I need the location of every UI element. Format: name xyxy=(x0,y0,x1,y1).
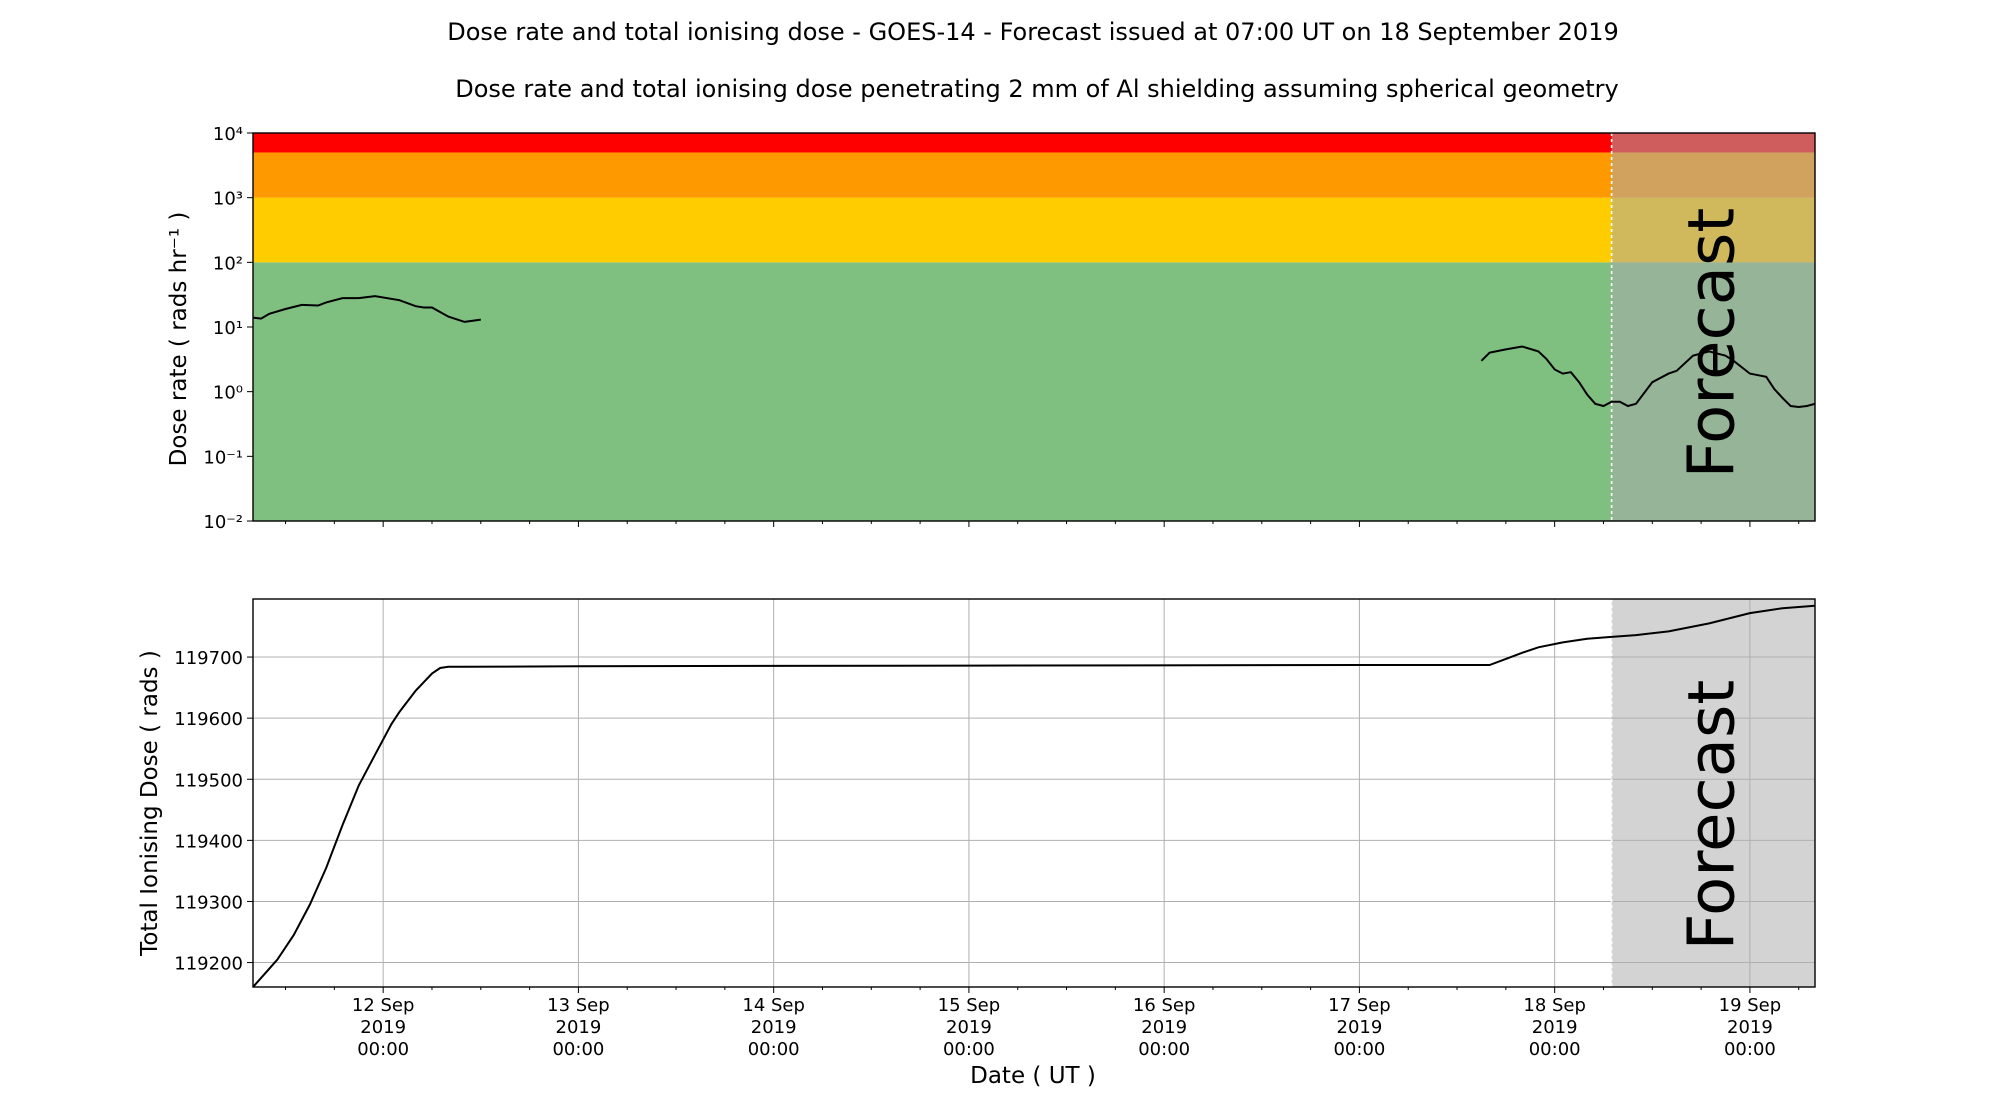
x-tick-label: 12 Sep 2019 00:00 xyxy=(352,995,415,1060)
total-dose-panel: Forecast 119200 119300 119400 119500 119600 11… xyxy=(174,598,1816,1060)
y-tick-label: 119500 xyxy=(174,770,243,791)
x-tick-label-line: 2019 xyxy=(1141,1017,1187,1038)
chart-title: Dose rate and total ionising dose - GOES… xyxy=(447,18,1618,46)
dose-rate-line-1 xyxy=(1480,345,1816,409)
x-tick-label-line: 00:00 xyxy=(1529,1039,1581,1060)
dose-rate-axis-label: Dose rate ( rads hr⁻¹ ) xyxy=(166,212,192,467)
x-tick-label-line: 14 Sep xyxy=(742,995,805,1016)
x-tick-label-line: 00:00 xyxy=(943,1039,995,1060)
x-axis-label: Date ( UT ) xyxy=(970,1063,1096,1089)
x-tick-label-line: 2019 xyxy=(751,1017,797,1038)
x-tick-label: 19 Sep 2019 00:00 xyxy=(1719,995,1782,1060)
dose-rate-line-0 xyxy=(252,295,481,323)
alert-band-1 xyxy=(253,197,1815,263)
forecast-label: Forecast xyxy=(1675,680,1749,951)
alert-band-3 xyxy=(253,133,1815,153)
x-tick-label-line: 19 Sep xyxy=(1719,995,1782,1016)
x-tick-label-line: 17 Sep xyxy=(1328,995,1391,1016)
x-tick-label-line: 12 Sep xyxy=(352,995,415,1016)
forecast-shade xyxy=(1611,599,1815,987)
y-tick-label: 10¹ xyxy=(213,318,243,339)
x-tick-label-line: 00:00 xyxy=(1138,1039,1190,1060)
x-tick-label-line: 16 Sep xyxy=(1133,995,1196,1016)
x-tick-label-line: 00:00 xyxy=(552,1039,604,1060)
forecast-label: Forecast xyxy=(1675,208,1749,479)
y-tick-label: 119400 xyxy=(174,831,243,852)
y-tick-label: 119200 xyxy=(174,954,243,975)
total-dose-axis-label: Total Ionising Dose ( rads ) xyxy=(137,650,163,957)
x-tick-label-line: 00:00 xyxy=(357,1039,409,1060)
x-tick-label-line: 00:00 xyxy=(1724,1039,1776,1060)
x-tick-label-line: 00:00 xyxy=(748,1039,800,1060)
x-tick-label-line: 2019 xyxy=(1532,1017,1578,1038)
y-tick-label: 10³ xyxy=(213,189,243,210)
x-tick-label: 13 Sep 2019 00:00 xyxy=(547,995,610,1060)
plot-frame xyxy=(252,598,1816,988)
y-tick-label: 10⁻² xyxy=(203,512,243,533)
x-tick-label: 16 Sep 2019 00:00 xyxy=(1133,995,1196,1060)
y-tick-label: 10⁻¹ xyxy=(203,447,243,468)
x-tick-label-line: 2019 xyxy=(360,1017,406,1038)
x-tick-label-line: 15 Sep xyxy=(938,995,1001,1016)
chart-subtitle: Dose rate and total ionising dose penetr… xyxy=(455,75,1619,103)
x-tick-label: 17 Sep 2019 00:00 xyxy=(1328,995,1391,1060)
x-tick-label-line: 2019 xyxy=(946,1017,992,1038)
forecast-shade xyxy=(1611,133,1815,521)
x-tick-label: 18 Sep 2019 00:00 xyxy=(1523,995,1586,1060)
x-tick-label-line: 18 Sep xyxy=(1523,995,1586,1016)
y-tick-label: 10⁴ xyxy=(213,124,243,145)
dose-rate-panel: Forecast 10⁻² 10⁻¹ 10⁰ 10¹ 10² 10³ 10⁴ xyxy=(203,124,1816,533)
x-tick-label: 15 Sep 2019 00:00 xyxy=(938,995,1001,1060)
x-tick-label-line: 2019 xyxy=(1727,1017,1773,1038)
total-dose-line-0 xyxy=(252,604,1816,988)
x-tick-label-line: 2019 xyxy=(1337,1017,1383,1038)
y-tick-label: 119600 xyxy=(174,709,243,730)
alert-band-2 xyxy=(253,152,1815,198)
y-tick-label: 119300 xyxy=(174,892,243,913)
alert-band-0 xyxy=(253,262,1815,521)
y-tick-label: 10² xyxy=(213,253,243,274)
x-tick-label: 14 Sep 2019 00:00 xyxy=(742,995,805,1060)
x-tick-label-line: 00:00 xyxy=(1333,1039,1385,1060)
y-tick-label: 10⁰ xyxy=(213,383,243,404)
x-tick-label-line: 13 Sep xyxy=(547,995,610,1016)
x-tick-label-line: 2019 xyxy=(556,1017,602,1038)
y-tick-label: 119700 xyxy=(174,648,243,669)
